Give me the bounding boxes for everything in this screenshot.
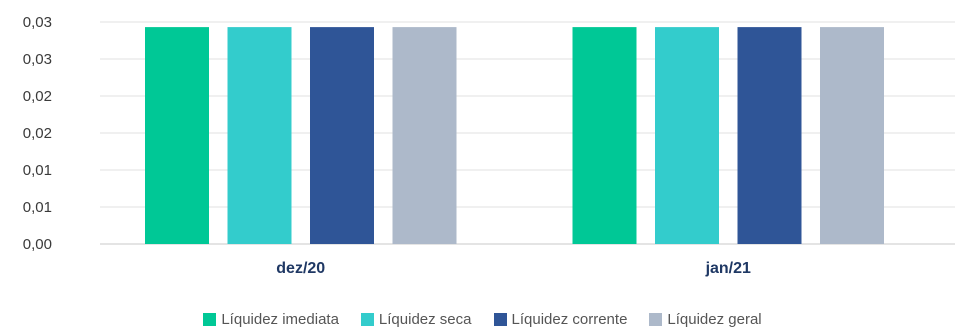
legend-swatch bbox=[203, 313, 217, 326]
legend-item: Líquidez corrente bbox=[493, 311, 628, 328]
legend-swatch bbox=[649, 313, 663, 326]
legend-label: Líquidez corrente bbox=[511, 311, 628, 328]
legend-label: Líquidez geral bbox=[667, 311, 762, 328]
bar bbox=[820, 27, 884, 244]
y-tick-label: 0,03 bbox=[23, 14, 52, 31]
legend-item: Líquidez imediata bbox=[203, 311, 339, 328]
y-tick-label: 0,02 bbox=[23, 88, 52, 105]
legend-label: Líquidez seca bbox=[378, 311, 472, 328]
x-category-label: jan/21 bbox=[705, 260, 751, 277]
y-tick-label: 0,01 bbox=[23, 162, 52, 179]
x-category-label: dez/20 bbox=[276, 260, 325, 277]
legend-swatch bbox=[493, 313, 507, 326]
bar bbox=[737, 27, 802, 244]
y-tick-label: 0,02 bbox=[23, 125, 52, 142]
y-tick-label: 0,01 bbox=[23, 199, 52, 216]
bar bbox=[655, 27, 719, 244]
bar bbox=[227, 27, 292, 244]
bar bbox=[572, 27, 637, 244]
bar bbox=[145, 27, 209, 244]
chart-plot: 0,00 0,01 0,01 0,02 0,02 0,03 0,03 dez/20 jan/21 bbox=[23, 14, 955, 277]
y-tick-label: 0,03 bbox=[23, 51, 52, 68]
legend-item: Líquidez seca bbox=[360, 311, 472, 328]
legend-swatch bbox=[360, 313, 374, 326]
bar bbox=[310, 27, 374, 244]
y-tick-label: 0,00 bbox=[23, 236, 52, 253]
legend-item: Líquidez geral bbox=[649, 311, 762, 328]
bar bbox=[392, 27, 457, 244]
legend-label: Líquidez imediata bbox=[221, 311, 339, 328]
chart-legend: Líquidez imediata Líquidez seca Líquidez c… bbox=[0, 311, 965, 328]
